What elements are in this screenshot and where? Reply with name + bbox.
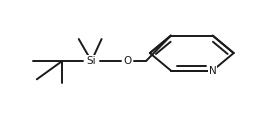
Text: O: O: [123, 56, 131, 66]
Text: Si: Si: [87, 56, 96, 66]
Text: N: N: [209, 66, 217, 76]
